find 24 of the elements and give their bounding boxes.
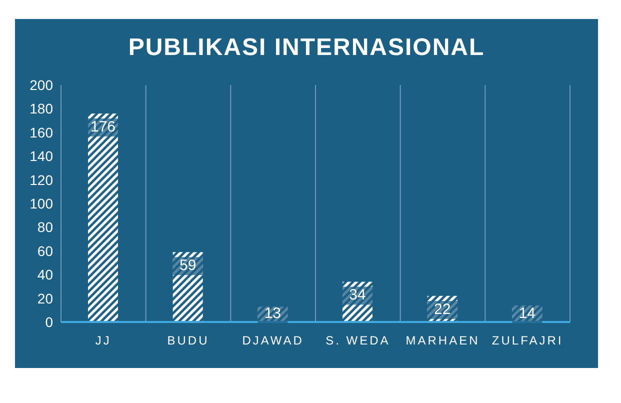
y-tick-label: 60 (37, 242, 54, 259)
x-tick-label: S. WEDA (326, 334, 390, 348)
y-tick-label: 200 (30, 76, 54, 93)
x-tick-label: BUDU (167, 334, 210, 348)
x-tick-label: JJ (95, 334, 112, 348)
x-tick-label: MARHAEN (406, 334, 480, 348)
y-tick-label: 20 (37, 290, 54, 306)
data-label: 22 (434, 300, 451, 318)
x-tick-label: DJAWAD (242, 334, 304, 348)
data-label: 59 (179, 257, 196, 274)
y-tick-label: 180 (30, 100, 54, 117)
x-tick-label: ZULFAJRI (492, 334, 564, 348)
data-label: 176 (90, 118, 116, 136)
data-label: 13 (264, 305, 282, 322)
data-label: 14 (518, 305, 536, 322)
y-tick-label: 40 (37, 266, 54, 283)
y-tick-label: 80 (37, 219, 54, 236)
y-tick-label: 140 (30, 148, 54, 164)
y-tick-label: 120 (30, 172, 54, 188)
data-label: 34 (349, 286, 366, 304)
y-tick-label: 0 (45, 314, 54, 330)
y-tick-label: 160 (30, 124, 54, 140)
chart-title: PUBLIKASI INTERNASIONAL (127, 33, 486, 63)
y-tick-label: 100 (30, 195, 54, 212)
